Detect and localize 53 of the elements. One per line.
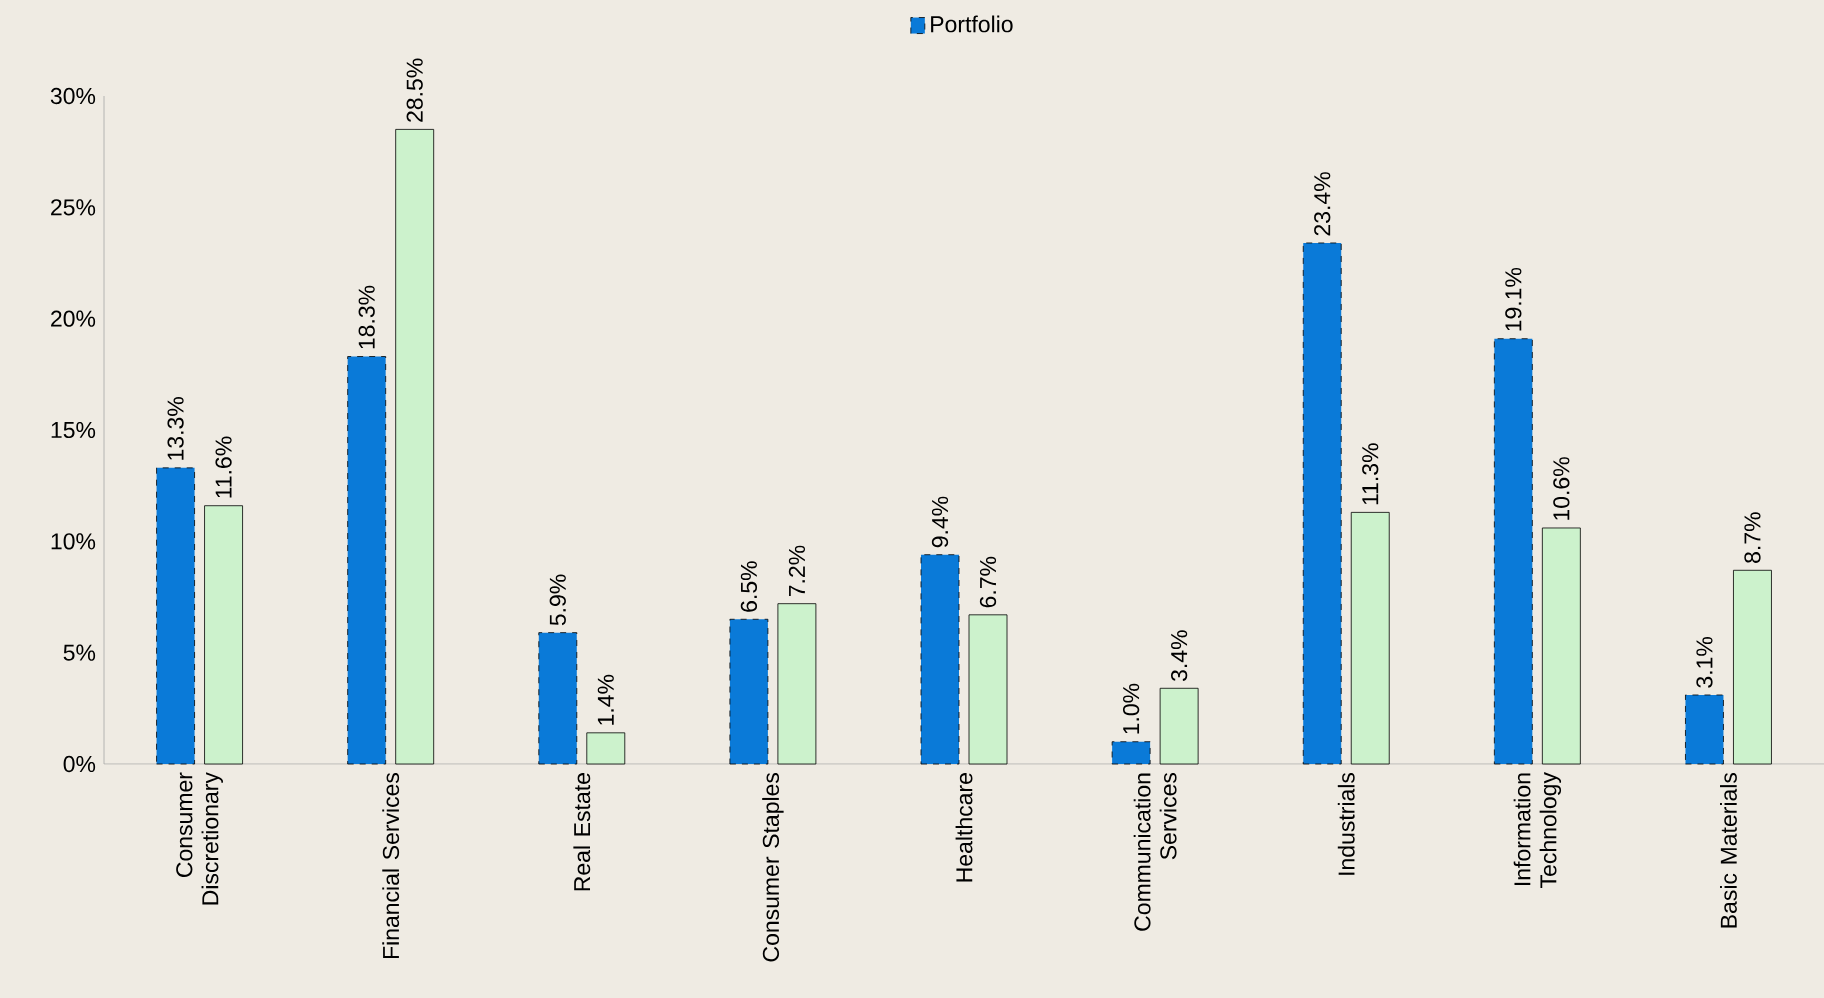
bar: [1541, 527, 1581, 765]
data-label: 1.0%: [1122, 683, 1140, 734]
data-label: 8.7%: [1744, 512, 1761, 563]
bar: [1733, 569, 1772, 765]
x-tick-label: Industrials: [1337, 772, 1355, 875]
data-label: 6.5%: [740, 561, 758, 612]
data-label: 28.5%: [406, 58, 423, 122]
y-tick-label: 30%: [50, 87, 96, 105]
x-tick-label: Information Technology: [1513, 772, 1562, 888]
x-tick-label: Basic Materials: [1720, 772, 1737, 928]
bar: [538, 632, 578, 765]
x-tick-label: Real Estate: [573, 773, 591, 891]
x-tick-label: Consumer Discretionary: [176, 772, 223, 905]
bar: [1111, 741, 1151, 765]
data-label: 10.6%: [1553, 457, 1570, 520]
data-label: 23.4%: [1314, 172, 1331, 236]
bar: [1493, 338, 1533, 765]
bar: [395, 129, 435, 765]
bar: [1159, 687, 1199, 765]
data-label: 1.4%: [597, 674, 614, 725]
x-tick-label: Communication Services: [1133, 772, 1177, 931]
y-tick-label: 5%: [63, 644, 96, 661]
data-label: 19.1%: [1505, 267, 1522, 331]
data-label: 11.6%: [215, 436, 232, 498]
legend-label: Portfolio: [931, 15, 1013, 33]
bar: [920, 554, 960, 765]
y-tick-label: 15%: [51, 421, 96, 439]
x-tick-label: Healthcare: [955, 773, 973, 882]
y-tick-label: 20%: [51, 310, 96, 327]
bar: [156, 467, 195, 765]
bar: [1685, 694, 1724, 765]
bar: [1350, 511, 1390, 765]
data-label: 3.1%: [1696, 636, 1713, 688]
data-label: 6.7%: [979, 556, 997, 608]
bar: [586, 732, 626, 765]
data-label: 9.4%: [931, 496, 949, 548]
bar: [968, 614, 1008, 765]
data-label: 18.3%: [358, 285, 375, 349]
data-label: 7.2%: [788, 545, 805, 597]
y-tick-label: 0%: [63, 755, 96, 773]
bar: [729, 618, 769, 765]
y-tick-label: 10%: [51, 533, 96, 550]
bar: [204, 505, 243, 765]
data-label: 13.3%: [167, 397, 184, 460]
data-label: 3.4%: [1170, 630, 1188, 682]
bar: [777, 603, 817, 765]
x-tick-label: Consumer Staples: [762, 772, 784, 962]
data-label: 11.3%: [1362, 443, 1379, 505]
x-tick-label: Financial Services: [382, 772, 400, 959]
data-label: 5.9%: [549, 574, 566, 626]
bar: [1302, 242, 1342, 765]
bar: [347, 356, 387, 765]
y-tick-label: 25%: [51, 199, 96, 216]
